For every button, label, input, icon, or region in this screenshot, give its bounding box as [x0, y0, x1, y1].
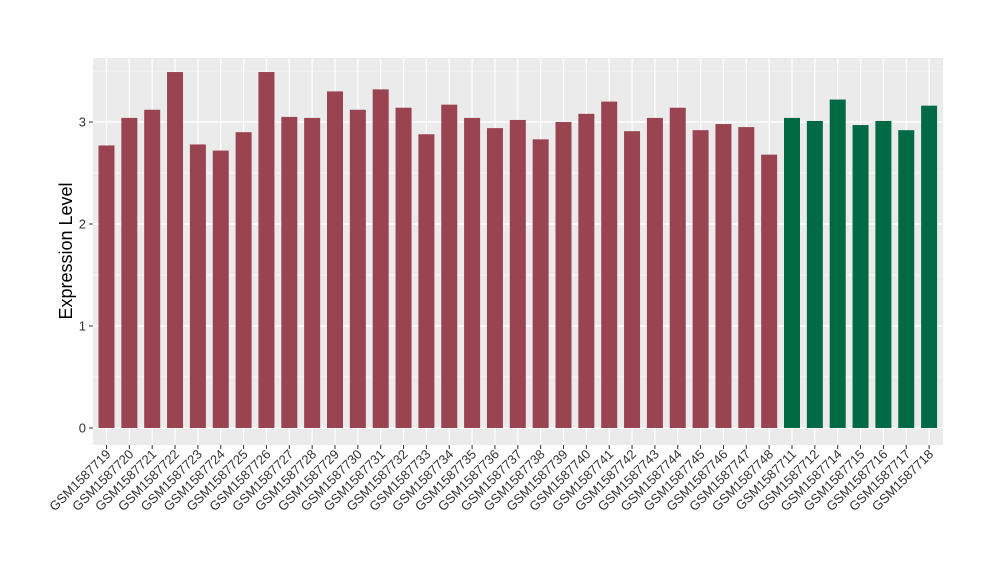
bar: [372, 89, 389, 429]
x-axis: GSM1587719GSM1587720GSM1587721GSM1587722…: [46, 445, 936, 514]
bar: [235, 132, 252, 428]
y-axis-title: Expression Level: [56, 182, 76, 319]
bar: [212, 150, 229, 428]
bar: [189, 144, 206, 428]
bar: [349, 109, 366, 428]
bar: [281, 116, 298, 429]
bar: [167, 72, 184, 429]
bar: [486, 128, 503, 428]
bar: [555, 122, 572, 428]
bar: [829, 99, 846, 428]
bar: [98, 145, 115, 428]
bar: [258, 72, 275, 429]
bar: [738, 127, 755, 428]
bar: [646, 117, 663, 429]
y-tick-label: 0: [79, 421, 86, 436]
bar: [304, 117, 321, 429]
bar: [784, 117, 800, 429]
bar: [852, 125, 869, 428]
bar: [464, 117, 481, 429]
y-tick-label: 3: [79, 115, 86, 130]
bar: [761, 154, 778, 428]
bar: [578, 113, 595, 428]
bars: [98, 72, 938, 429]
bar: [692, 130, 709, 428]
bar: [898, 130, 915, 428]
bar: [669, 107, 686, 428]
bar: [395, 107, 412, 428]
bar: [327, 91, 343, 429]
bar: [624, 131, 641, 428]
bar: [441, 104, 458, 428]
bar: [806, 120, 823, 428]
y-axis: 0 1 2 3: [79, 115, 93, 436]
y-tick-label: 1: [79, 319, 86, 334]
bar: [715, 124, 732, 428]
bar: [532, 139, 549, 428]
bar: [121, 117, 138, 429]
bar: [144, 109, 161, 428]
y-tick-label: 2: [79, 217, 86, 232]
bar: [418, 134, 435, 429]
bar: [921, 105, 938, 429]
bar: [509, 119, 526, 429]
bar: [875, 120, 892, 428]
bar: [601, 101, 618, 428]
